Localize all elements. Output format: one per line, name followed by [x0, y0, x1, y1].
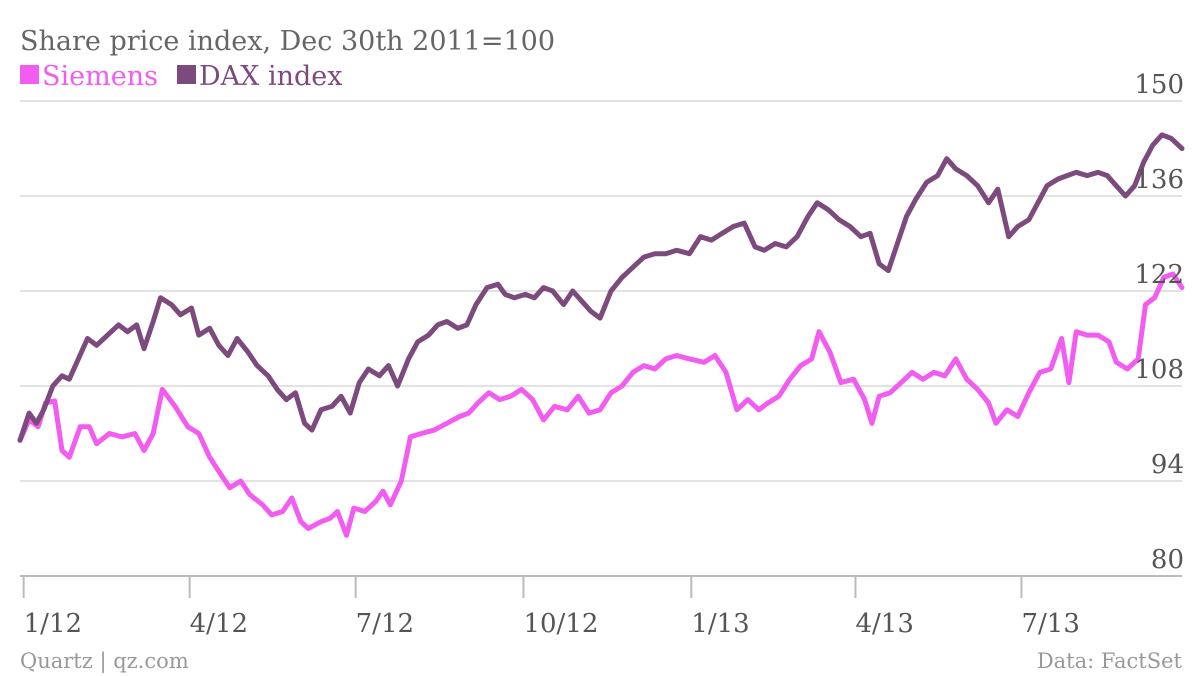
legend-label-dax: DAX index — [199, 61, 342, 92]
y-tick-label: 108 — [1134, 355, 1184, 385]
x-tick-label: 1/13 — [691, 609, 749, 639]
x-tick-label: 7/12 — [356, 609, 414, 639]
x-axis-ticks: 1/12 4/12 7/12 10/12 1/13 4/13 7/13 — [22, 576, 1080, 639]
y-axis-tick-labels: 80 94 108 122 136 150 — [1134, 70, 1184, 575]
x-tick-label: 10/12 — [523, 609, 598, 639]
x-tick-label: 4/12 — [190, 609, 248, 639]
y-tick-label: 80 — [1151, 545, 1184, 575]
footer-source-right: Data: FactSet — [1037, 649, 1183, 673]
chart-title: Share price index, Dec 30th 2011=100 — [20, 26, 555, 57]
legend-swatch-dax — [177, 65, 196, 84]
series-line-siemens — [17, 271, 1185, 538]
legend-swatch-siemens — [20, 65, 39, 84]
series-line-dax — [17, 132, 1185, 443]
x-tick-label: 1/12 — [24, 609, 82, 639]
x-tick-label: 7/13 — [1021, 609, 1079, 639]
y-tick-label: 94 — [1151, 450, 1184, 480]
x-tick-label: 4/13 — [855, 609, 913, 639]
legend-label-siemens: Siemens — [42, 61, 158, 92]
y-tick-label: 122 — [1134, 260, 1184, 290]
gridlines — [20, 100, 1182, 482]
series-lines — [17, 132, 1185, 538]
y-tick-label: 150 — [1134, 70, 1184, 100]
y-tick-label: 136 — [1134, 165, 1184, 195]
legend: Siemens DAX index — [20, 61, 342, 92]
footer-source-left: Quartz | qz.com — [20, 649, 189, 674]
